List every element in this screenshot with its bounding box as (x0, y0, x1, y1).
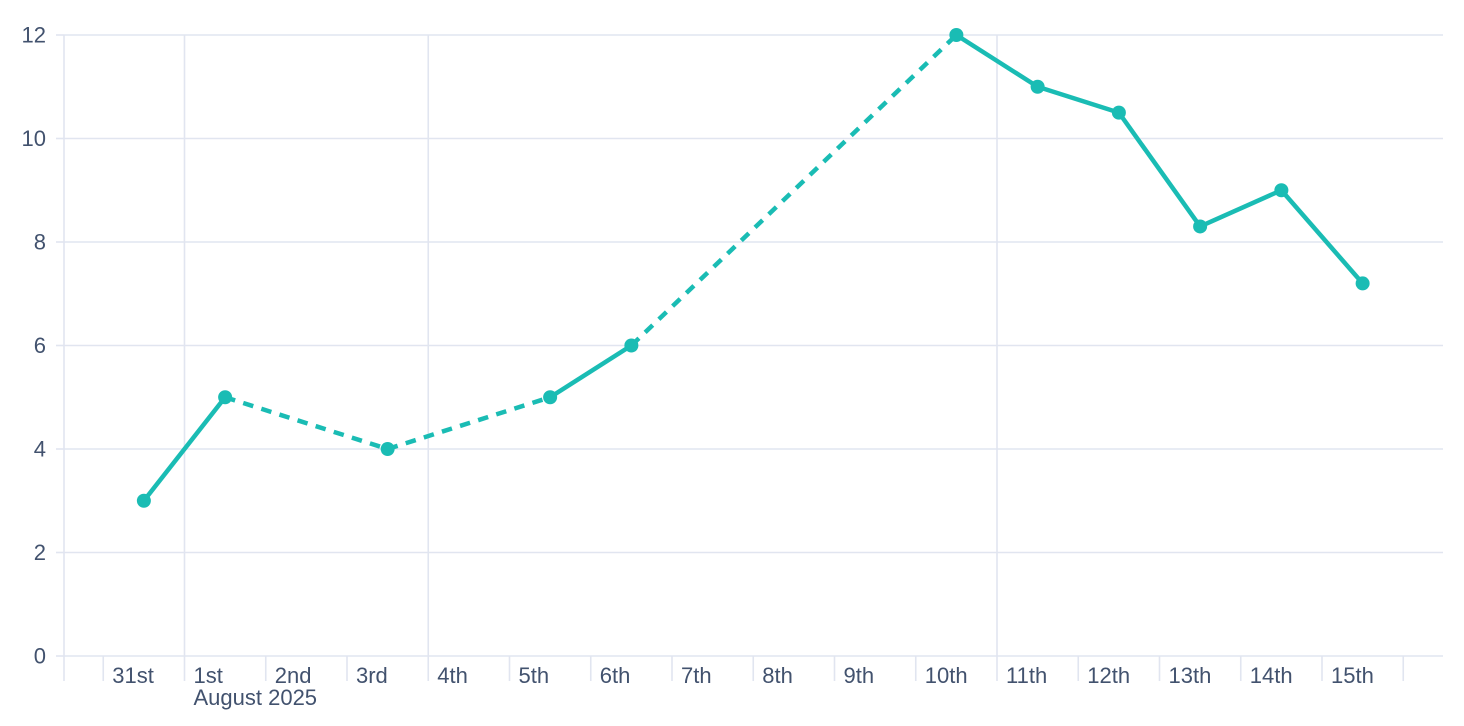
y-tick-label: 2 (34, 540, 46, 565)
y-tick-label: 4 (34, 437, 46, 462)
data-point-marker[interactable] (136, 493, 151, 508)
x-tick-label: 11th (1006, 663, 1047, 688)
data-point-marker[interactable] (624, 338, 639, 353)
x-tick-label: 8th (762, 663, 793, 688)
x-tick-label: 4th (437, 663, 468, 688)
x-tick-label: 2nd (275, 663, 312, 688)
data-point-marker[interactable] (1193, 219, 1208, 234)
series-segment-solid (955, 33, 1039, 89)
y-tick-label: 12 (22, 23, 46, 48)
series-segment-solid (142, 395, 227, 503)
series-segment-solid (1117, 111, 1202, 228)
data-point-marker[interactable] (380, 442, 395, 456)
x-tick-label: 7th (681, 663, 712, 688)
x-tick-label: 31st (112, 663, 154, 688)
x-tick-label: 10th (925, 663, 968, 688)
x-tick-label: 14th (1250, 663, 1293, 688)
x-tick-label: 1st (194, 663, 223, 688)
y-tick-label: 6 (34, 333, 46, 358)
x-tick-label: 9th (844, 663, 875, 688)
series-segment-solid (1199, 188, 1283, 229)
data-point-marker[interactable] (949, 28, 964, 42)
data-point-marker[interactable] (1274, 183, 1289, 198)
series-segment-dashed (224, 395, 389, 452)
data-point-marker[interactable] (1355, 276, 1370, 291)
series-segment-solid (548, 343, 633, 400)
y-tick-label: 0 (34, 644, 46, 669)
x-tick-label: 3rd (356, 663, 388, 688)
data-point-marker[interactable] (1111, 105, 1126, 120)
x-tick-label: 12th (1087, 663, 1130, 688)
data-point-marker[interactable] (218, 390, 233, 405)
y-tick-label: 10 (22, 126, 46, 151)
x-axis-month-label: August 2025 (194, 685, 318, 710)
series-segment-solid (1279, 188, 1365, 285)
data-point-marker[interactable] (1030, 79, 1045, 94)
x-tick-label: 15th (1331, 663, 1374, 688)
x-tick-label: 13th (1169, 663, 1212, 688)
series-segment-solid (1036, 84, 1120, 115)
y-tick-label: 8 (34, 230, 46, 255)
series-segment-dashed (629, 33, 958, 348)
x-tick-label: 5th (519, 663, 550, 688)
data-point-marker[interactable] (543, 390, 558, 405)
series-segment-dashed (386, 395, 551, 452)
x-tick-label: 6th (600, 663, 631, 688)
